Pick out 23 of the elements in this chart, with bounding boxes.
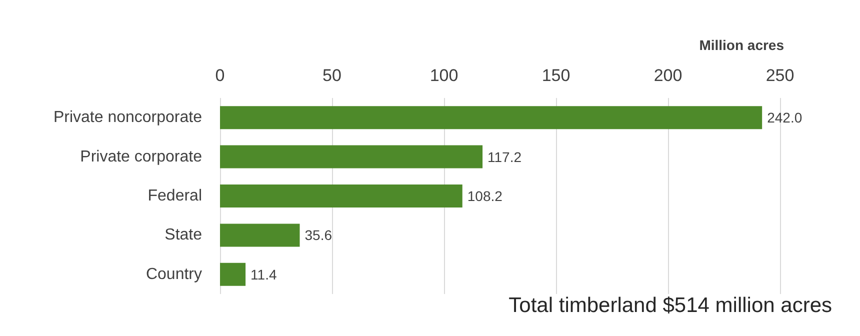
x-axis-title: Million acres xyxy=(699,37,784,53)
x-tick-label: 200 xyxy=(654,66,682,85)
x-tick-label: 100 xyxy=(430,66,458,85)
bar xyxy=(220,145,483,168)
x-tick-label: 250 xyxy=(766,66,794,85)
data-label: 35.6 xyxy=(304,227,332,244)
bar xyxy=(220,224,300,247)
data-label: 108.2 xyxy=(467,188,503,204)
y-tick-label: Country xyxy=(146,266,202,283)
y-tick-label: Federal xyxy=(148,188,202,204)
y-tick-label: State xyxy=(164,226,202,244)
x-tick-label: 50 xyxy=(322,66,342,85)
data-label: 11.4 xyxy=(250,266,277,282)
y-tick-label: Private corporate xyxy=(80,148,202,166)
data-label: 242.0 xyxy=(767,110,802,126)
bar xyxy=(220,106,762,130)
bar xyxy=(220,184,462,208)
x-tick-label: 0 xyxy=(215,66,225,85)
x-tick-label: 150 xyxy=(542,66,570,85)
data-label: 117.2 xyxy=(488,148,522,165)
y-tick-label: Private noncorporate xyxy=(53,109,202,126)
bar xyxy=(220,262,246,286)
annotation: Total timberland $514 million acres xyxy=(508,294,832,317)
